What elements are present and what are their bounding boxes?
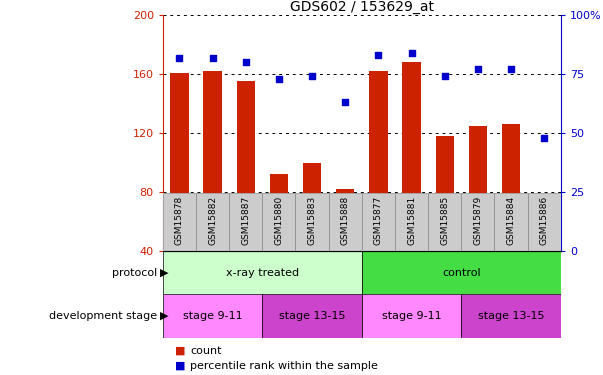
Text: stage 13-15: stage 13-15 bbox=[279, 311, 346, 321]
Text: development stage: development stage bbox=[49, 311, 157, 321]
Bar bbox=[362, 251, 561, 294]
Point bbox=[207, 54, 217, 60]
Bar bbox=[362, 294, 461, 338]
Point bbox=[340, 99, 350, 105]
Bar bbox=[163, 294, 262, 338]
Bar bbox=[170, 73, 189, 251]
Bar bbox=[163, 193, 196, 251]
Point bbox=[175, 54, 185, 60]
Text: GSM15884: GSM15884 bbox=[507, 196, 516, 245]
Bar bbox=[229, 193, 262, 251]
Bar bbox=[262, 193, 295, 251]
Bar bbox=[528, 193, 561, 251]
Point bbox=[241, 59, 251, 65]
Bar bbox=[435, 136, 454, 251]
Text: protocol: protocol bbox=[112, 268, 157, 278]
Bar bbox=[402, 62, 421, 251]
Point bbox=[506, 66, 516, 72]
Point bbox=[440, 74, 449, 80]
Text: count: count bbox=[190, 346, 221, 355]
Bar bbox=[494, 193, 528, 251]
Text: stage 9-11: stage 9-11 bbox=[183, 311, 242, 321]
Bar bbox=[336, 189, 355, 251]
Text: GSM15885: GSM15885 bbox=[440, 196, 449, 245]
Bar bbox=[362, 193, 395, 251]
Text: ▶: ▶ bbox=[160, 311, 168, 321]
Bar bbox=[461, 193, 494, 251]
Text: GSM15888: GSM15888 bbox=[341, 196, 350, 245]
Point bbox=[406, 50, 416, 56]
Point bbox=[373, 52, 384, 58]
Text: x-ray treated: x-ray treated bbox=[226, 268, 299, 278]
Text: stage 9-11: stage 9-11 bbox=[382, 311, 441, 321]
Text: GSM15881: GSM15881 bbox=[407, 196, 416, 245]
Text: GSM15886: GSM15886 bbox=[540, 196, 549, 245]
Bar bbox=[295, 193, 329, 251]
Text: percentile rank within the sample: percentile rank within the sample bbox=[190, 361, 378, 370]
Point bbox=[307, 74, 317, 80]
Text: ■: ■ bbox=[175, 346, 185, 355]
Text: GSM15879: GSM15879 bbox=[473, 196, 482, 245]
Bar bbox=[469, 126, 487, 251]
Title: GDS602 / 153629_at: GDS602 / 153629_at bbox=[290, 0, 434, 14]
Text: GSM15882: GSM15882 bbox=[208, 196, 217, 245]
Bar bbox=[502, 124, 520, 251]
Text: GSM15877: GSM15877 bbox=[374, 196, 383, 245]
Bar bbox=[369, 71, 388, 251]
Bar bbox=[262, 294, 362, 338]
Text: stage 13-15: stage 13-15 bbox=[478, 311, 545, 321]
Point bbox=[473, 66, 482, 72]
Bar bbox=[270, 174, 288, 251]
Point bbox=[539, 135, 549, 141]
Bar bbox=[236, 81, 255, 251]
Text: GSM15887: GSM15887 bbox=[241, 196, 250, 245]
Text: GSM15880: GSM15880 bbox=[274, 196, 283, 245]
Text: control: control bbox=[442, 268, 481, 278]
Bar bbox=[203, 71, 222, 251]
Bar bbox=[196, 193, 229, 251]
Bar bbox=[395, 193, 428, 251]
Bar bbox=[428, 193, 461, 251]
Point bbox=[274, 76, 283, 82]
Bar bbox=[303, 163, 321, 251]
Text: ■: ■ bbox=[175, 361, 185, 370]
Text: ▶: ▶ bbox=[160, 268, 168, 278]
Text: GSM15878: GSM15878 bbox=[175, 196, 184, 245]
Bar bbox=[461, 294, 561, 338]
Bar bbox=[163, 251, 362, 294]
Text: GSM15883: GSM15883 bbox=[308, 196, 317, 245]
Bar bbox=[329, 193, 362, 251]
